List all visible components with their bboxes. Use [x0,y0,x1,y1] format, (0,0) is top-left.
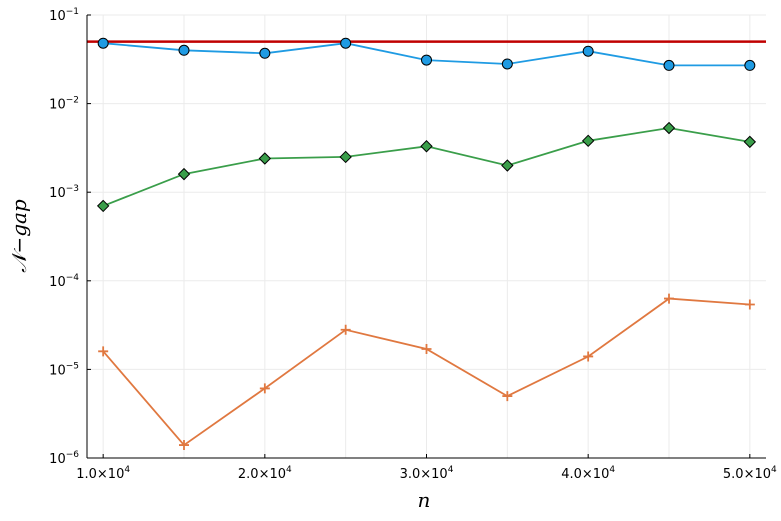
data-point [179,440,189,451]
y-tick-label: 10−4 [49,273,79,290]
data-point [664,293,674,304]
data-point [502,391,513,402]
data-point [662,121,676,135]
series-3 [98,293,755,451]
data-point [98,346,109,357]
data-point [421,343,432,354]
data-point [501,159,514,172]
data-point [582,45,594,57]
y-tick-label: 10−1 [49,7,79,24]
data-point [420,140,433,153]
y-axis-title: 𝒩−gap [7,199,31,273]
data-point [340,324,351,335]
x-tick-label: 3.0×104 [400,465,454,482]
data-point [97,37,109,49]
data-point [421,54,432,66]
x-tick-label: 5.0×104 [723,465,777,482]
x-axis-title: n [418,488,431,512]
data-point [258,152,272,165]
y-tick-label: 10−3 [49,184,79,201]
data-point [259,47,271,59]
y-tick-label: 10−6 [49,450,79,467]
data-point [501,58,513,70]
data-point [178,44,190,56]
y-tick-label: 10−5 [49,361,79,378]
data-point [744,59,756,71]
axes [86,14,766,459]
data-point [744,299,755,310]
data-point [340,37,352,49]
data-point [663,59,675,71]
data-point [96,199,110,213]
data-point [581,134,595,148]
series-1 [97,37,756,71]
y-tick-label: 10−2 [49,96,79,113]
data-point [583,351,594,362]
tick-labels: 1.0×104 2.0×104 3.0×104 4.0×104 5.0×104 10−6 1… [49,7,777,482]
x-tick-label: 4.0×104 [561,465,615,482]
data-point [259,383,270,394]
x-tick-label: 1.0×104 [76,465,130,482]
x-tick-label: 2.0×104 [238,465,292,482]
grid [87,14,766,459]
data-point [743,135,757,149]
series-2 [96,121,757,213]
data-point [177,167,191,181]
data-point [339,150,352,164]
series-group [96,37,757,451]
